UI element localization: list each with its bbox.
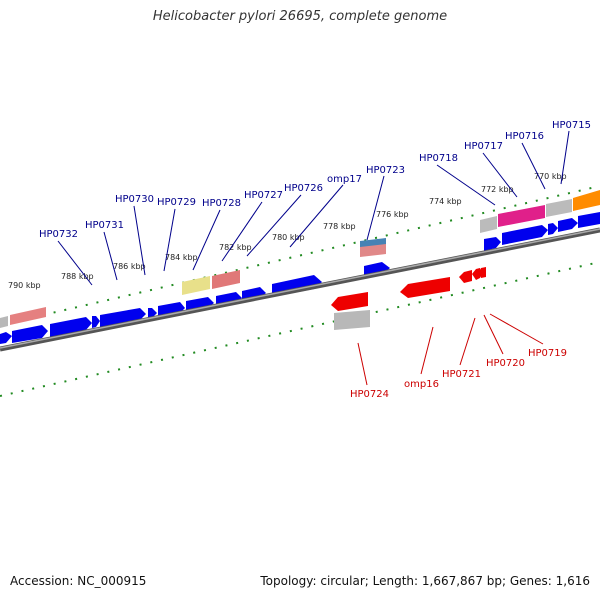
leader-line [436,164,496,206]
feature-lane [0,190,600,330]
feature-box [360,238,386,247]
forward-gene-arrow [548,223,558,235]
scale-ticks: 790 kbp 788 kbp 786 kbp 784 kbp 782 kbp … [8,172,567,290]
leader-line [521,142,546,190]
feature-box [573,190,600,211]
accession-label: Accession: NC_000915 [10,574,147,588]
feature-box [182,276,210,295]
reverse-gene-label: omp16 [404,379,439,390]
forward-gene-label: HP0723 [366,165,405,176]
forward-gene-label: HP0718 [419,153,458,164]
forward-gene-label: HP0732 [39,229,78,240]
scale-tick-label: 772 kbp [481,185,514,194]
forward-gene-arrow [12,325,48,343]
leader-line [459,317,476,366]
scale-tick-label: 776 kbp [376,210,409,219]
reverse-leader-lines [357,313,544,386]
leader-line [366,175,385,241]
forward-gene-arrow [484,237,501,251]
scale-tick-label: 790 kbp [8,281,41,290]
leader-line [489,313,544,345]
forward-gene-arrow [92,316,100,328]
feature-box [10,307,46,325]
leader-line [246,194,302,257]
forward-gene-labels: HP0732 HP0731 HP0730 HP0729 HP0728 HP072… [39,120,591,240]
scale-tick-label: 780 kbp [272,233,305,242]
forward-gene-arrow [50,317,92,337]
leader-line [357,342,368,386]
reverse-gene-labels: HP0724 omp16 HP0721 HP0720 HP0719 [350,348,567,400]
leader-line [133,205,146,276]
forward-gene-arrow [578,212,600,228]
reverse-gene-track [331,267,486,311]
map-title: Helicobacter pylori 26695, complete geno… [152,9,448,24]
leader-line [192,209,221,271]
leader-line [483,314,504,355]
reverse-gene-arrow [472,268,480,280]
feature-box [0,316,8,328]
feature-box [212,270,240,289]
forward-gene-track [0,212,600,344]
reverse-gene-arrow [400,277,450,298]
reverse-gene-arrow [331,292,368,311]
feature-box [334,310,370,330]
reverse-gene-arrow [459,270,472,283]
scale-tick-label: 786 kbp [113,262,146,271]
forward-gene-label: HP0727 [244,190,283,201]
reverse-gene-label: HP0721 [442,369,481,380]
leader-line [57,240,93,286]
leader-line [163,208,176,272]
outer-tick-track [0,185,600,326]
forward-gene-label: HP0716 [505,131,544,142]
scale-tick-label: 784 kbp [165,253,198,262]
leader-line [221,201,263,262]
leader-line [289,184,344,248]
forward-leader-lines [57,130,570,286]
feature-box [480,216,497,233]
forward-gene-label: HP0729 [157,197,196,208]
forward-gene-arrow [558,218,578,232]
reverse-gene-label: HP0720 [486,358,525,369]
scale-tick-label: 770 kbp [534,172,567,181]
leader-line [560,130,570,185]
leader-line [420,326,434,375]
scale-tick-label: 782 kbp [219,243,252,252]
feature-box [498,205,545,227]
forward-gene-label: HP0730 [115,194,154,205]
genome-backbone [0,227,600,352]
reverse-gene-label: HP0724 [350,389,389,400]
scale-tick-label: 774 kbp [429,197,462,206]
scale-tick-label: 788 kbp [61,272,94,281]
feature-box [546,199,572,217]
genome-backbone-highlight [0,228,600,349]
leader-line [103,231,118,281]
forward-gene-label: HP0726 [284,183,323,194]
forward-gene-arrow [100,308,146,328]
reverse-gene-arrow [478,267,486,278]
leader-line [482,152,518,198]
reverse-gene-label: HP0719 [528,348,567,359]
forward-gene-label: HP0731 [85,220,124,231]
forward-gene-label: HP0715 [552,120,591,131]
genome-summary: Topology: circular; Length: 1,667,867 bp… [260,574,590,588]
scale-tick-label: 778 kbp [323,222,356,231]
forward-gene-arrow [502,225,548,245]
forward-gene-arrow [0,332,12,344]
forward-gene-label: HP0717 [464,141,503,152]
forward-gene-label: omp17 [327,174,362,185]
forward-gene-label: HP0728 [202,198,241,209]
